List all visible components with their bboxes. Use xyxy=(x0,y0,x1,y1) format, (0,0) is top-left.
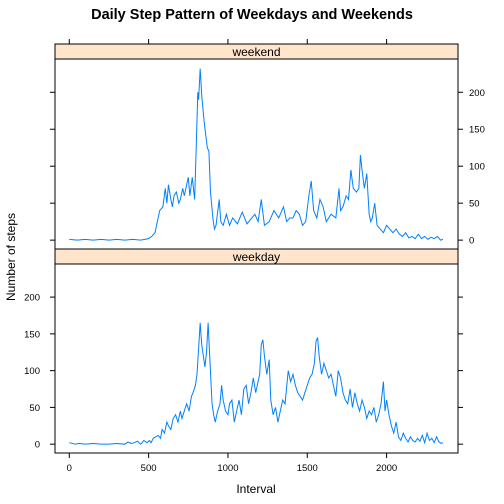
y-tick-label-weekend: 0 xyxy=(469,236,474,247)
x-tick-label: 2000 xyxy=(376,463,397,474)
panel-strip-label-weekend: weekend xyxy=(231,45,280,59)
y-tick-label-weekend: 100 xyxy=(469,162,485,173)
panel-strip-label-weekday: weekday xyxy=(232,250,280,264)
chart-title: Daily Step Pattern of Weekdays and Weeke… xyxy=(91,7,413,23)
y-tick-label-weekday: 50 xyxy=(29,403,40,414)
y-axis-label: Number of steps xyxy=(4,213,18,301)
y-tick-label-weekday: 0 xyxy=(35,440,40,451)
y-tick-label-weekday: 200 xyxy=(24,293,40,304)
series-line-weekend xyxy=(69,68,444,241)
x-tick-label: 1500 xyxy=(297,463,318,474)
y-tick-label-weekday: 150 xyxy=(24,329,40,340)
x-tick-label: 500 xyxy=(141,463,157,474)
x-axis-label: Interval xyxy=(236,482,275,496)
y-tick-label-weekend: 150 xyxy=(469,125,485,136)
y-tick-label-weekend: 50 xyxy=(469,199,480,210)
y-tick-label-weekday: 100 xyxy=(24,366,40,377)
x-tick-label: 1000 xyxy=(217,463,238,474)
panel-frame-weekday xyxy=(54,263,459,454)
y-tick-label-weekend: 200 xyxy=(469,88,485,99)
panel-frame-weekend xyxy=(54,58,459,250)
series-line-weekday xyxy=(69,322,444,445)
x-tick-label: 0 xyxy=(67,463,72,474)
